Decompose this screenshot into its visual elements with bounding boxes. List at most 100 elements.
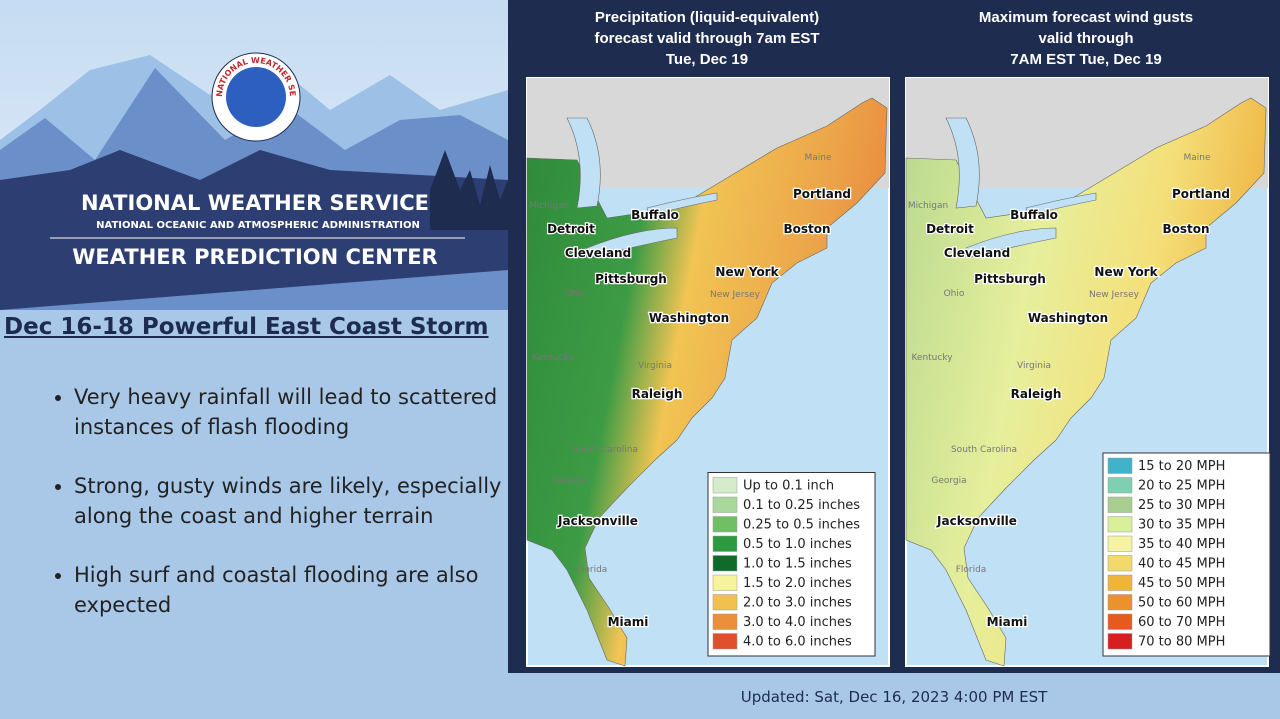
dark-band xyxy=(0,150,508,310)
org: NATIONAL WEATHER SERVICE xyxy=(81,191,429,215)
city-label: Pittsburgh xyxy=(595,272,667,286)
legend-label: 35 to 40 MPH xyxy=(1138,537,1225,552)
legend-label: 30 to 35 MPH xyxy=(1138,517,1225,532)
legend-swatch xyxy=(712,555,738,572)
bullet: Very heavy rainfall will lead to scatter… xyxy=(74,382,514,442)
city-label: Detroit xyxy=(926,222,974,236)
legend-label: 0.5 to 1.0 inches xyxy=(743,537,852,552)
state-label: South Carolina xyxy=(572,445,638,455)
state-label: South Carolina xyxy=(951,445,1017,455)
city-label: Cleveland xyxy=(944,246,1010,260)
state-label: Michigan xyxy=(529,201,569,211)
legend-swatch xyxy=(1107,457,1133,474)
state-label: Florida xyxy=(956,565,987,575)
city-label: Cleveland xyxy=(565,246,631,260)
maps: Maine Michigan Ohio Kentucky Virginia South C… xyxy=(508,0,1280,673)
map-panel: Maine Michigan Ohio Kentucky Virginia South C… xyxy=(526,77,890,667)
map-title: Maximum forecast wind gusts xyxy=(979,9,1193,26)
legend-swatch xyxy=(1107,535,1133,552)
city-label: Washington xyxy=(649,311,729,325)
state-label: Maine xyxy=(804,153,831,163)
city-label: Pittsburgh xyxy=(974,272,1046,286)
state-label: New Jersey xyxy=(710,290,761,300)
great-lakes xyxy=(566,117,718,259)
city-label: Buffalo xyxy=(631,208,679,222)
state-label: Georgia xyxy=(552,476,587,486)
map-title: 7AM EST Tue, Dec 19 xyxy=(1010,51,1161,68)
legend-label: 50 to 60 MPH xyxy=(1138,595,1225,610)
legend-swatch xyxy=(1107,496,1133,513)
legend-swatch xyxy=(712,477,738,494)
legend-swatch xyxy=(1107,574,1133,591)
state-label: Florida xyxy=(577,565,608,575)
legend-swatch xyxy=(1107,477,1133,494)
bullet: Strong, gusty winds are likely, especial… xyxy=(74,471,514,531)
legend-label: 1.5 to 2.0 inches xyxy=(743,576,852,591)
state-label: Michigan xyxy=(908,201,948,211)
city-label: Jacksonville xyxy=(936,514,1017,528)
legend-swatch xyxy=(712,613,738,630)
city-label: New York xyxy=(715,265,779,279)
legend-swatch xyxy=(1107,613,1133,630)
legend-label: 15 to 20 MPH xyxy=(1138,459,1225,474)
legend-swatch xyxy=(712,594,738,611)
legend-label: 70 to 80 MPH xyxy=(1138,634,1225,649)
map-title: forecast valid through 7am EST xyxy=(594,30,819,47)
legend-swatch xyxy=(712,496,738,513)
city-label: Buffalo xyxy=(1010,208,1058,222)
state-label: Kentucky xyxy=(911,353,953,363)
state-label: Virginia xyxy=(1017,361,1051,371)
parent-org: NATIONAL OCEANIC AND ATMOSPHERIC ADMINIS… xyxy=(96,220,420,231)
legend-swatch xyxy=(1107,555,1133,572)
state-label: New Jersey xyxy=(1089,290,1140,300)
map-title: Tue, Dec 19 xyxy=(666,51,748,68)
legend-swatch xyxy=(712,633,738,650)
great-lakes xyxy=(945,117,1097,259)
city-label: Raleigh xyxy=(1011,387,1062,401)
legend-label: 20 to 25 MPH xyxy=(1138,478,1225,493)
legend-swatch xyxy=(712,535,738,552)
state-label: Kentucky xyxy=(532,353,574,363)
map-panel: Maine Michigan Ohio Kentucky Virginia South C… xyxy=(905,77,1271,667)
city-label: Raleigh xyxy=(632,387,683,401)
city-label: New York xyxy=(1094,265,1158,279)
city-label: Portland xyxy=(1172,187,1230,201)
city-label: Jacksonville xyxy=(557,514,638,528)
legend-label: 40 to 45 MPH xyxy=(1138,556,1225,571)
state-label: Ohio xyxy=(944,289,965,299)
legend-label: 1.0 to 1.5 inches xyxy=(743,556,852,571)
center-name: WEATHER PREDICTION CENTER xyxy=(72,245,437,269)
legend-label: 45 to 50 MPH xyxy=(1138,576,1225,591)
legend-swatch xyxy=(1107,516,1133,533)
footer: Updated: Sat, Dec 16, 2023 4:00 PM EST xyxy=(740,688,1048,706)
trees xyxy=(430,150,508,230)
logo-core xyxy=(226,67,286,127)
state-label: Ohio xyxy=(565,289,586,299)
city-label: Portland xyxy=(793,187,851,201)
map-title: Precipitation (liquid-equivalent) xyxy=(595,9,819,26)
legend-swatch xyxy=(712,516,738,533)
bullet: High surf and coastal flooding are also … xyxy=(74,560,514,620)
state-label: Georgia xyxy=(931,476,966,486)
legend-label: 4.0 to 6.0 inches xyxy=(743,634,852,649)
legend-label: 3.0 to 4.0 inches xyxy=(743,615,852,630)
state-label: Virginia xyxy=(638,361,672,371)
legend-label: Up to 0.1 inch xyxy=(743,478,834,493)
city-label: Washington xyxy=(1028,311,1108,325)
city-label: Boston xyxy=(1162,222,1209,236)
city-label: Miami xyxy=(987,615,1028,629)
legend-label: 2.0 to 3.0 inches xyxy=(743,595,852,610)
header-graphic: NATIONAL WEATHER SERVICE NATIONAL WEATHE… xyxy=(0,0,508,310)
map-title: valid through xyxy=(1039,30,1134,47)
legend-swatch xyxy=(1107,633,1133,650)
legend-label: 25 to 30 MPH xyxy=(1138,498,1225,513)
legend-label: 0.1 to 0.25 inches xyxy=(743,498,860,513)
headline: Dec 16-18 Powerful East Coast Storm xyxy=(4,314,489,340)
legend-label: 0.25 to 0.5 inches xyxy=(743,517,860,532)
city-label: Miami xyxy=(608,615,649,629)
city-label: Detroit xyxy=(547,222,595,236)
state-label: Maine xyxy=(1183,153,1210,163)
legend-label: 60 to 70 MPH xyxy=(1138,615,1225,630)
bullet-list: Very heavy rainfall will lead to scatter… xyxy=(28,382,514,649)
